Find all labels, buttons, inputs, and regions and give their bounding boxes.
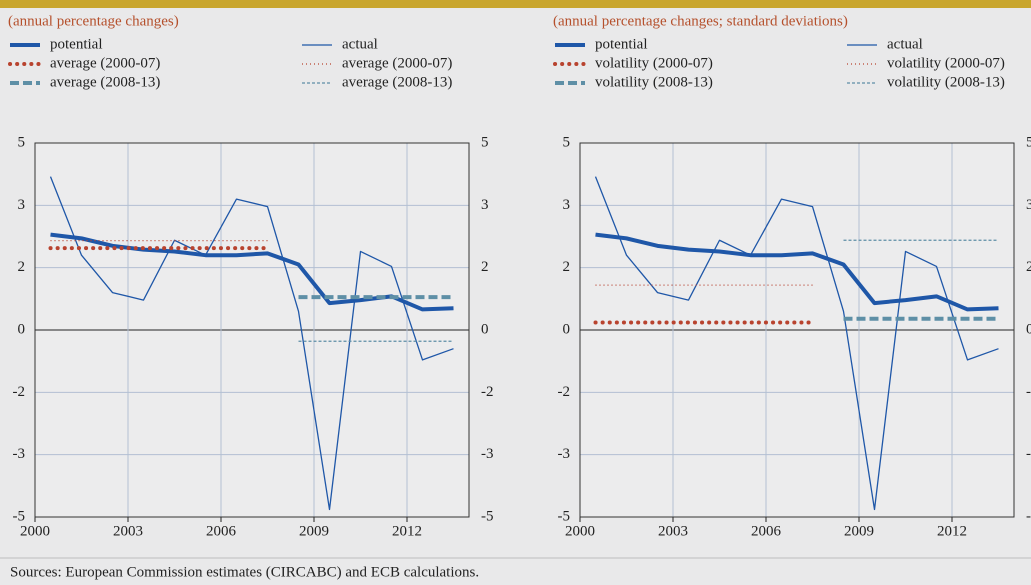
y-tick-label: 0 xyxy=(563,321,571,337)
chart-subtitle: (annual percentage changes) xyxy=(8,13,179,29)
y-tick-label-right: -3 xyxy=(481,446,494,462)
legend-label: volatility (2008-13) xyxy=(887,74,1005,90)
y-tick-label-right: 0 xyxy=(1026,321,1031,337)
series-line xyxy=(594,176,999,511)
x-tick-label: 2006 xyxy=(751,523,782,539)
series-line xyxy=(49,176,454,511)
y-tick-label: 5 xyxy=(18,134,26,150)
x-tick-label: 2009 xyxy=(299,523,329,539)
y-tick-label: 2 xyxy=(18,259,26,275)
x-tick-label: 2012 xyxy=(392,523,422,539)
series-line xyxy=(50,232,454,312)
legend-label: volatility (2008-13) xyxy=(595,74,713,90)
x-tick-label: 2000 xyxy=(565,523,595,539)
top-band xyxy=(0,0,1031,8)
y-tick-label-right: 0 xyxy=(481,321,489,337)
y-tick-label: -5 xyxy=(558,508,571,524)
y-tick-label: 2 xyxy=(563,259,571,275)
legend-label: actual xyxy=(342,36,378,52)
legend-label: average (2000-07) xyxy=(50,55,160,71)
y-tick-label: -3 xyxy=(558,446,571,462)
legend-label: volatility (2000-07) xyxy=(595,55,713,71)
y-tick-label: 3 xyxy=(563,197,571,213)
series-line xyxy=(595,232,999,312)
x-tick-label: 2003 xyxy=(113,523,143,539)
source-note: Sources: European Commission estimates (… xyxy=(10,564,479,580)
legend-label: average (2008-13) xyxy=(342,74,452,90)
x-tick-label: 2012 xyxy=(937,523,967,539)
x-tick-label: 2003 xyxy=(658,523,688,539)
chart-panel: (annual percentage changes; standard dev… xyxy=(553,13,1031,539)
legend-label: potential xyxy=(50,36,103,52)
y-tick-label-right: -5 xyxy=(1026,508,1031,524)
y-tick-label-right: 2 xyxy=(1026,259,1031,275)
x-tick-label: 2009 xyxy=(844,523,874,539)
y-tick-label-right: 5 xyxy=(1026,134,1031,150)
y-tick-label: -2 xyxy=(558,384,571,400)
chart-subtitle: (annual percentage changes; standard dev… xyxy=(553,13,848,29)
x-tick-label: 2006 xyxy=(206,523,237,539)
y-tick-label-right: -3 xyxy=(1026,446,1031,462)
y-tick-label: -2 xyxy=(13,384,26,400)
y-tick-label-right: 2 xyxy=(481,259,489,275)
y-tick-label-right: 3 xyxy=(481,197,489,213)
plot-frame xyxy=(34,142,470,518)
y-tick-label-right: -2 xyxy=(1026,384,1031,400)
legend-label: volatility (2000-07) xyxy=(887,55,1005,71)
plot-frame xyxy=(579,142,1015,518)
y-tick-label-right: 5 xyxy=(481,134,489,150)
y-tick-label: -3 xyxy=(13,446,26,462)
y-tick-label: 3 xyxy=(18,197,26,213)
chart-panel: (annual percentage changes) 5 5 3 3 2 2 0 0 -2 -2 -… xyxy=(8,13,494,539)
y-tick-label-right: -5 xyxy=(481,508,494,524)
legend-label: average (2000-07) xyxy=(342,55,452,71)
legend-label: actual xyxy=(887,36,923,52)
legend-label: average (2008-13) xyxy=(50,74,160,90)
y-tick-label: 0 xyxy=(18,321,26,337)
x-tick-label: 2000 xyxy=(20,523,50,539)
y-tick-label-right: -2 xyxy=(481,384,494,400)
legend-label: potential xyxy=(595,36,648,52)
y-tick-label: 5 xyxy=(563,134,571,150)
y-tick-label-right: 3 xyxy=(1026,197,1031,213)
y-tick-label: -5 xyxy=(13,508,26,524)
